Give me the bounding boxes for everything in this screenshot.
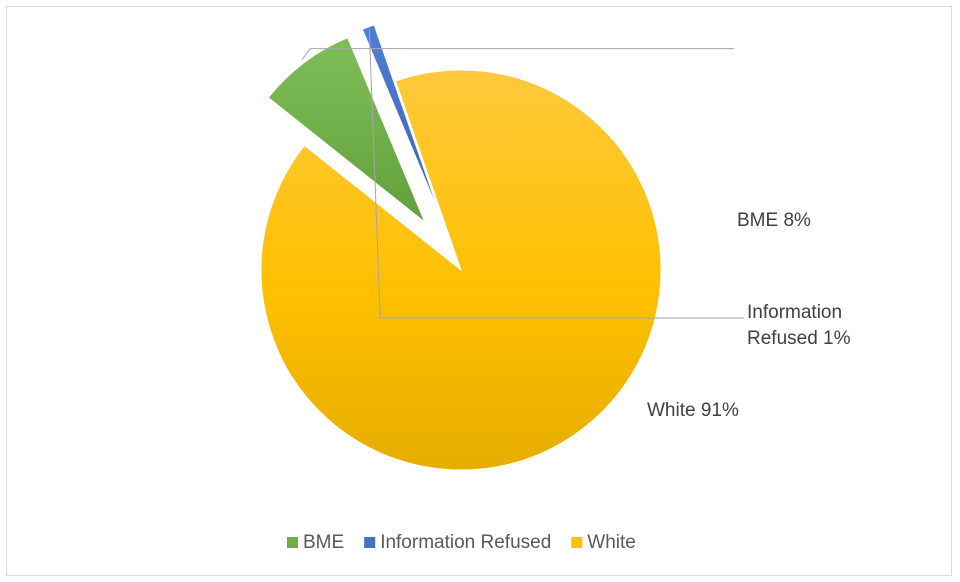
pie-slices	[260, 24, 662, 471]
data-label-white: White 91%	[647, 400, 739, 421]
leader-lines	[301, 29, 744, 319]
data-label-information-refused: Information Refused 1%	[747, 302, 851, 349]
legend-label-information-refused: Information Refused	[380, 532, 551, 553]
legend-label-bme: BME	[303, 532, 344, 553]
legend-swatch-white	[571, 537, 583, 548]
legend-label-white: White	[587, 532, 636, 553]
legend-swatch-bme	[287, 537, 298, 548]
pie-slice-information-refused	[361, 24, 441, 215]
data-labels: BME 8% Information Refused 1% White 91%	[647, 210, 851, 421]
data-label-bme: BME 8%	[737, 210, 811, 231]
leader-line-bme	[301, 48, 734, 60]
pie-slice-white	[260, 69, 662, 471]
pie-slice-bme	[267, 36, 426, 223]
legend-swatch-information-refused	[364, 537, 376, 548]
leader-line-information-refused	[368, 29, 744, 319]
legend: BME Information Refused White	[287, 532, 636, 553]
